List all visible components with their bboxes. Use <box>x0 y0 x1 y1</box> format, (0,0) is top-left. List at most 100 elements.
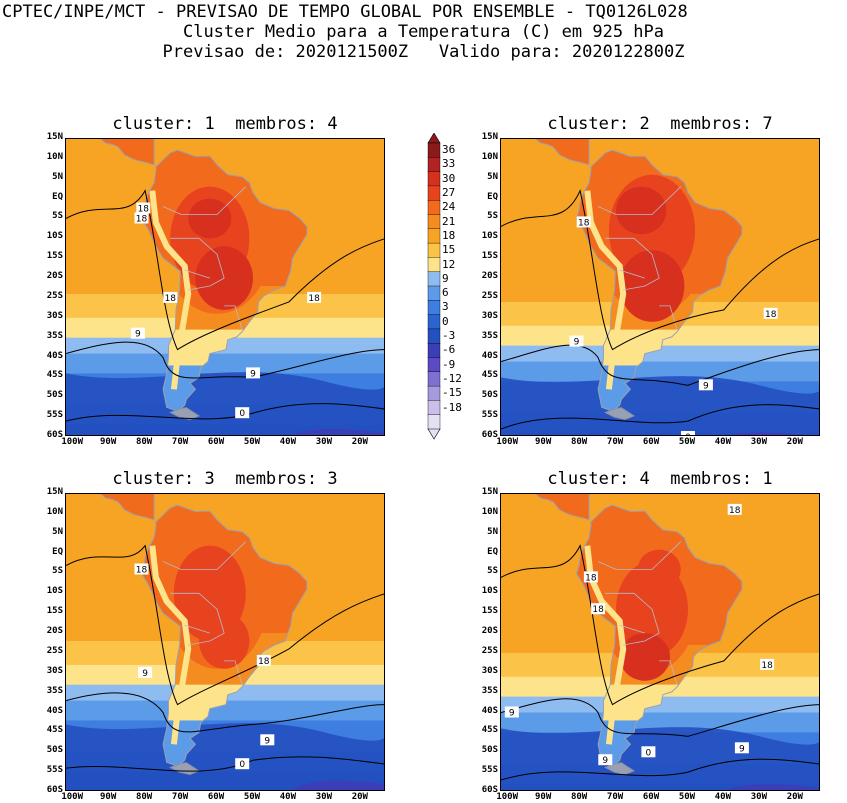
colorbar-segment <box>427 414 441 430</box>
colorbar-arrow-top <box>427 132 441 144</box>
contour-label: 9 <box>739 744 745 754</box>
colorbar-segment <box>427 385 441 402</box>
lat-tick-label: 15S <box>46 251 63 262</box>
contour-label-bg <box>504 706 519 718</box>
contour-label-bg <box>235 758 250 770</box>
lon-tick-label: 40W <box>279 792 297 802</box>
contour-label-bg <box>256 654 271 666</box>
tierra-del-fuego <box>604 762 636 776</box>
panel-title-3: cluster: 3 membros: 3 <box>112 469 338 489</box>
contour-label: 9 <box>135 330 141 340</box>
cold-region <box>66 723 384 790</box>
coastline <box>140 504 308 767</box>
country-border <box>659 660 678 685</box>
contour-label: 9 <box>703 381 709 391</box>
warm-core <box>616 186 667 235</box>
contour-label-bg <box>760 658 775 670</box>
country-border <box>188 632 225 646</box>
colorbar-segment <box>427 400 441 416</box>
lat-tick-label: 10S <box>46 231 63 242</box>
lat-tick-label: 60S <box>46 430 63 440</box>
warm-core <box>619 250 685 322</box>
contour-9 <box>66 692 384 733</box>
colorbar-segment <box>427 371 441 387</box>
contour-label-bg <box>136 202 151 214</box>
country-border <box>619 269 645 279</box>
lat-tick-label: 55S <box>481 410 498 421</box>
cold-region <box>66 372 384 435</box>
colorbar-label: 12 <box>442 257 456 271</box>
contour-label-bg <box>307 291 322 303</box>
lon-tick-label: 50W <box>678 792 696 802</box>
central-america <box>100 139 155 166</box>
lon-tick-label: 70W <box>606 437 624 447</box>
lat-tick-label: 20S <box>481 271 498 282</box>
contour-18 <box>66 544 384 706</box>
country-border <box>597 561 617 570</box>
contour-label-bg <box>681 431 695 435</box>
warm-core <box>637 549 681 590</box>
country-border <box>623 632 660 646</box>
contour-0 <box>501 758 819 781</box>
lat-tick-label: 35S <box>481 330 498 341</box>
contour-0 <box>66 403 384 422</box>
country-border <box>188 277 225 291</box>
lat-tick-label: 40S <box>481 350 498 361</box>
contour-label-bg <box>763 307 778 319</box>
lat-tick-label: 50S <box>481 745 498 756</box>
lon-tick-label: 60W <box>642 437 660 447</box>
lat-tick-label: 5N <box>52 171 63 182</box>
colorbar-label: 36 <box>442 143 456 157</box>
lon-tick-label: 40W <box>279 437 297 447</box>
temperature-band <box>66 353 384 375</box>
lat-tick-label: EQ <box>487 191 498 202</box>
lat-tick-label: 45S <box>46 725 63 736</box>
header-subtitle: Cluster Medio para a Temperatura (C) em … <box>182 22 665 42</box>
central-america <box>535 494 590 521</box>
lat-tick-label: 15N <box>481 132 498 142</box>
warm-core <box>188 198 232 239</box>
colorbar-label: 0 <box>442 314 449 328</box>
warm-core <box>199 613 250 669</box>
lat-tick-label: 30S <box>481 665 498 676</box>
contour-label-bg <box>583 571 598 583</box>
lat-tick-label: 25S <box>481 290 498 301</box>
colorbar-segment <box>427 271 441 287</box>
lat-tick-label: 10N <box>46 151 63 162</box>
colorbar-label: 9 <box>442 271 449 285</box>
lat-tick-label: 60S <box>46 785 63 795</box>
country-border <box>162 206 182 215</box>
colorbar: 36 33 30 27 24 21 18 15 12 9 6 3 0 -3 -6 -9 -12 -15 -18 <box>426 132 476 443</box>
warm-core <box>619 633 670 681</box>
lat-tick-label: 20S <box>481 626 498 637</box>
lon-tick-label: 80W <box>570 792 588 802</box>
lon-tick-label: 70W <box>171 792 189 802</box>
country-border <box>181 186 247 215</box>
contour-label: 9 <box>509 709 515 719</box>
colorbar-segment <box>427 228 441 244</box>
temperature-band <box>66 700 384 722</box>
lat-tick-label: 10S <box>481 586 498 597</box>
country-border <box>184 624 210 634</box>
contour-label: 18 <box>761 661 773 671</box>
colorbar-segment <box>427 185 441 201</box>
lat-tick-label: 5S <box>487 566 498 577</box>
lat-tick-label: 25S <box>46 645 63 656</box>
lat-tick-label: 15S <box>481 606 498 617</box>
country-border <box>605 237 660 279</box>
contour-label: 9 <box>250 369 256 379</box>
lon-tick-label: 90W <box>535 437 552 447</box>
colorbar-arrow-bottom <box>427 428 441 440</box>
colorbar-label: 3 <box>442 300 449 314</box>
lon-tick-label: 60W <box>207 437 225 447</box>
country-border <box>224 660 243 685</box>
contour-label: 0 <box>239 760 245 770</box>
lat-tick-label: 5S <box>487 211 498 222</box>
temperature-map-2: 18 18 9 9 0 <box>500 138 820 436</box>
contour-label: 18 <box>165 294 177 304</box>
contour-9 <box>501 698 819 737</box>
contour-label-bg <box>591 603 606 615</box>
colorbar-label: 15 <box>442 243 456 257</box>
cold-region <box>727 784 819 790</box>
contour-label: 18 <box>729 506 741 516</box>
